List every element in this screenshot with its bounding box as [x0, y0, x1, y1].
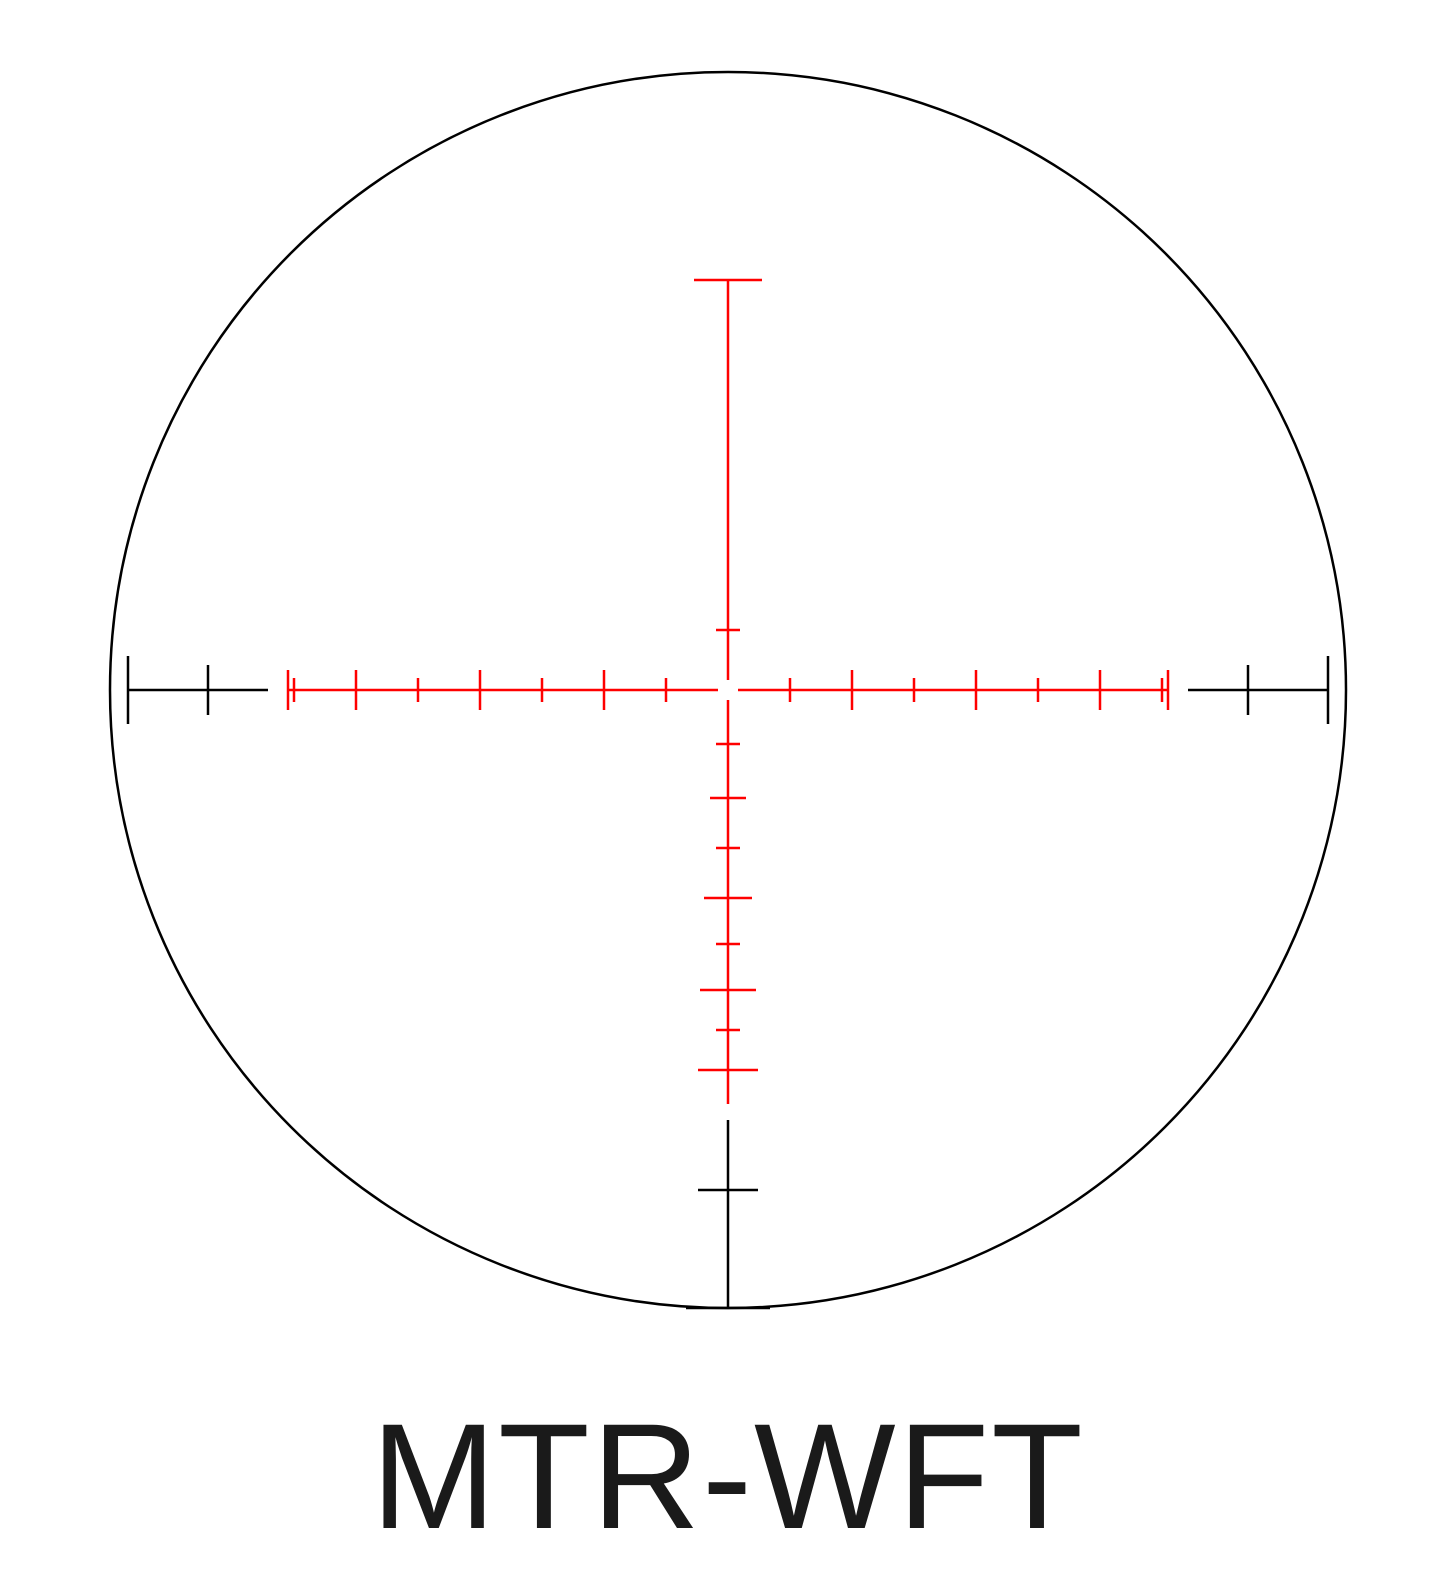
reticle-diagram — [0, 0, 1456, 1570]
reticle-label: MTR-WFT — [0, 1390, 1456, 1563]
page: MTR-WFT — [0, 0, 1456, 1570]
